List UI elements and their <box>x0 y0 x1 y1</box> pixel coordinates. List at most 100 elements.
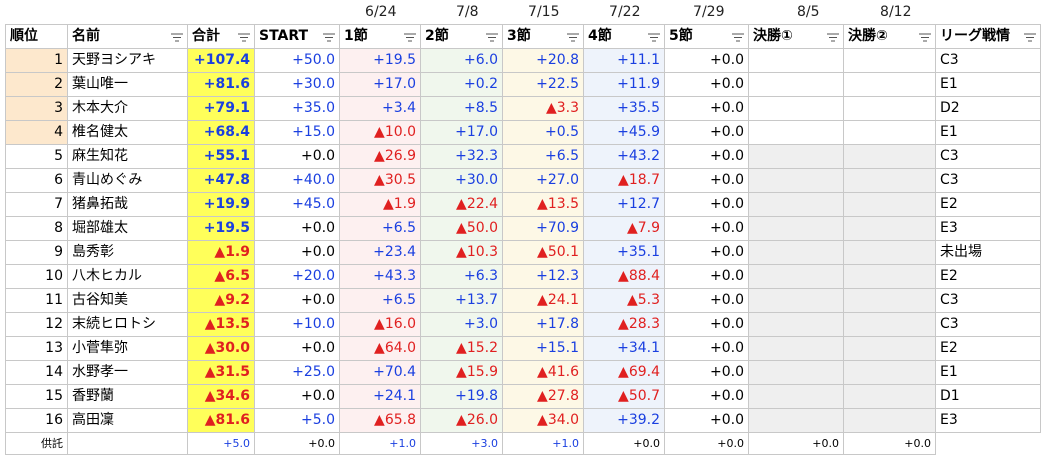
blank-cell <box>6 0 68 25</box>
section-cell: ▲50.0 <box>420 216 503 241</box>
column-header: リーグ戦情 <box>935 24 1041 49</box>
filter-icon[interactable] <box>567 33 579 42</box>
filter-icon[interactable] <box>1024 33 1036 42</box>
filter-icon[interactable] <box>171 33 183 42</box>
section-cell: +34.1 <box>583 336 665 361</box>
blank-cell <box>68 0 188 25</box>
final-cell <box>748 240 844 265</box>
blank-cell <box>188 0 255 25</box>
total-cell: ▲30.0 <box>187 336 255 361</box>
start-cell: +0.0 <box>254 384 340 409</box>
deposit-cell: +0.0 <box>254 432 340 455</box>
final-cell <box>843 48 936 73</box>
start-cell: +0.0 <box>254 240 340 265</box>
column-header: START <box>254 24 340 49</box>
section-cell: +27.0 <box>502 168 584 193</box>
final-cell <box>843 264 936 289</box>
section-cell: +13.7 <box>420 288 503 313</box>
total-cell: +81.6 <box>187 72 255 97</box>
section-cell: +19.5 <box>339 48 421 73</box>
section-cell: ▲69.4 <box>583 360 665 385</box>
section-cell: +0.0 <box>664 360 749 385</box>
section-cell: +8.5 <box>420 96 503 121</box>
player-row: 12 末続ヒロトシ ▲13.5 +10.0 ▲16.0 +3.0 +17.8 ▲28.3 +0.… <box>5 312 1041 337</box>
final-cell <box>748 192 844 217</box>
final-cell <box>843 408 936 433</box>
player-row: 15 香野蘭 ▲34.6 +0.0 +24.1 +19.8 ▲27.8 ▲50.7 +0.0 D1 <box>5 384 1041 409</box>
start-cell: +10.0 <box>254 312 340 337</box>
player-row: 8 堀部雄太 +19.5 +0.0 +6.5 ▲50.0 +70.9 ▲7.9 +0.0 E3 <box>5 216 1041 241</box>
deposit-label: 供託 <box>5 432 68 455</box>
rank-cell: 3 <box>5 96 68 121</box>
column-header: 決勝② <box>843 24 936 49</box>
section-cell: +0.0 <box>664 192 749 217</box>
date-label: 7/8 <box>455 3 479 20</box>
start-cell: +0.0 <box>254 144 340 169</box>
section-cell: +15.1 <box>502 336 584 361</box>
total-cell: +47.8 <box>187 168 255 193</box>
date-label: 6/24 <box>365 3 397 20</box>
section-cell: +23.4 <box>339 240 421 265</box>
deposit-cell: +5.0 <box>187 432 255 455</box>
filter-icon[interactable] <box>648 33 660 42</box>
filter-icon[interactable] <box>827 33 839 42</box>
final-cell <box>748 360 844 385</box>
section-cell: ▲18.7 <box>583 168 665 193</box>
name-cell: 末続ヒロトシ <box>67 312 188 337</box>
filter-icon[interactable] <box>323 33 335 42</box>
name-cell: 古谷知美 <box>67 288 188 313</box>
filter-icon[interactable] <box>238 33 250 42</box>
rank-cell: 2 <box>5 72 68 97</box>
filter-icon[interactable] <box>486 33 498 42</box>
column-header: 名前 <box>67 24 188 49</box>
final-cell <box>748 288 844 313</box>
final-cell <box>843 288 936 313</box>
league-cell: E2 <box>935 336 1041 361</box>
section-cell: ▲24.1 <box>502 288 584 313</box>
player-row: 10 八木ヒカル ▲6.5 +20.0 +43.3 +6.3 +12.3 ▲88.4 +0.0 E… <box>5 264 1041 289</box>
deposit-row: 供託 +5.0 +0.0 +1.0 +3.0 +1.0 +0.0 +0.0 +0.0 +0.0 <box>5 432 1041 455</box>
total-cell: +107.4 <box>187 48 255 73</box>
filter-icon[interactable] <box>404 33 416 42</box>
header-row: 順位 名前 合計 START 1節 2節 3節 4節 5節 決勝① 決勝② リーグ戦情 <box>5 24 1041 49</box>
section-cell: +12.3 <box>502 264 584 289</box>
league-cell: E2 <box>935 264 1041 289</box>
final-cell <box>843 240 936 265</box>
section-cell: +70.9 <box>502 216 584 241</box>
section-cell: +6.5 <box>502 144 584 169</box>
final-cell <box>748 336 844 361</box>
filter-icon[interactable] <box>732 33 744 42</box>
section-cell: ▲26.0 <box>420 408 503 433</box>
start-cell: +15.0 <box>254 120 340 145</box>
player-row: 7 猪鼻拓哉 +19.9 +45.0 ▲1.9 ▲22.4 ▲13.5 +12.7 +0.0 E2 <box>5 192 1041 217</box>
player-row: 5 麻生知花 +55.1 +0.0 ▲26.9 +32.3 +6.5 +43.2 +0.0 C3 <box>5 144 1041 169</box>
section-cell: +70.4 <box>339 360 421 385</box>
rank-cell: 13 <box>5 336 68 361</box>
final-cell <box>843 144 936 169</box>
name-cell: 香野蘭 <box>67 384 188 409</box>
league-cell: C3 <box>935 48 1041 73</box>
column-header: 決勝① <box>748 24 844 49</box>
rank-cell: 12 <box>5 312 68 337</box>
filter-icon[interactable] <box>919 33 931 42</box>
date-label: 8/12 <box>880 3 912 20</box>
name-cell: 猪鼻拓哉 <box>67 192 188 217</box>
rank-cell: 14 <box>5 360 68 385</box>
league-cell: D1 <box>935 384 1041 409</box>
section-cell: +30.0 <box>420 168 503 193</box>
final-cell <box>843 168 936 193</box>
section-cell: ▲15.2 <box>420 336 503 361</box>
player-row: 3 木本大介 +79.1 +35.0 +3.4 +8.5 ▲3.3 +35.5 +0.0 D2 <box>5 96 1041 121</box>
league-cell: D2 <box>935 96 1041 121</box>
blank-cell <box>67 432 188 455</box>
total-cell: ▲13.5 <box>187 312 255 337</box>
section-cell: +0.0 <box>664 336 749 361</box>
column-header: 合計 <box>187 24 255 49</box>
final-cell <box>748 312 844 337</box>
column-header: 5節 <box>664 24 749 49</box>
section-cell: ▲27.8 <box>502 384 584 409</box>
final-cell <box>748 264 844 289</box>
total-cell: ▲31.5 <box>187 360 255 385</box>
league-cell: C3 <box>935 144 1041 169</box>
table-body: 6/24 7/8 7/15 7/22 7/29 8/5 8/12 順位 名前 合計 START 1節 2… <box>5 0 1041 455</box>
